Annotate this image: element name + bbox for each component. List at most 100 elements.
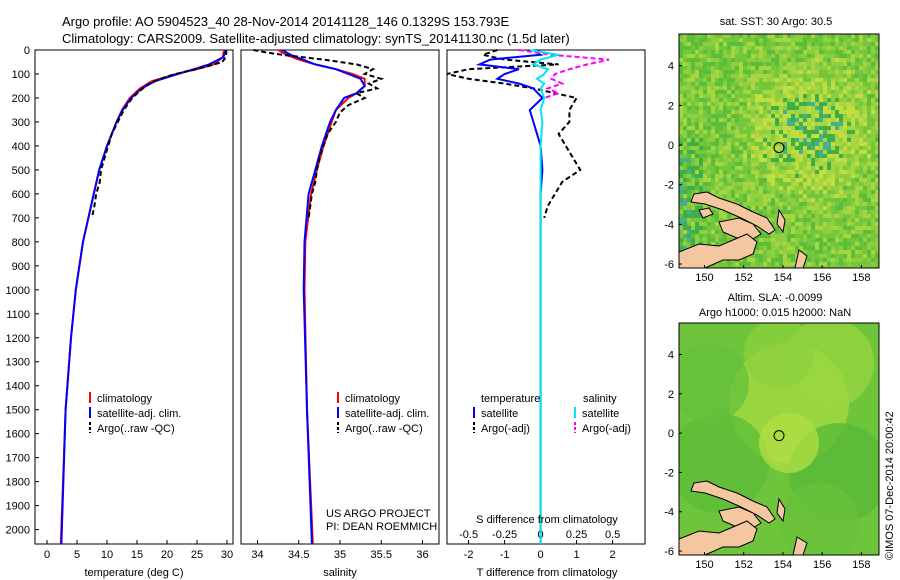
- sst-cell: [727, 142, 731, 146]
- sst-cell: [771, 238, 775, 242]
- sst-cell: [711, 166, 715, 170]
- sst-cell: [775, 82, 779, 86]
- sst-cell: [819, 254, 823, 258]
- sst-cell: [695, 242, 699, 246]
- sst-cell: [779, 230, 783, 234]
- argo-location-marker: [773, 142, 785, 154]
- y-tick-label: 500: [12, 165, 30, 177]
- sst-cell: [695, 210, 699, 214]
- sst-cell: [727, 122, 731, 126]
- sst-cell: [851, 234, 855, 238]
- sst-cell: [743, 86, 747, 90]
- sst-cell: [707, 130, 711, 134]
- x-tick-label: 15: [131, 549, 143, 561]
- sst-cell: [703, 126, 707, 130]
- sst-cell: [719, 210, 723, 214]
- sst-cell: [755, 110, 759, 114]
- sst-cell: [799, 222, 803, 226]
- sst-cell: [843, 130, 847, 134]
- sst-cell: [679, 166, 683, 170]
- sst-cell: [771, 62, 775, 66]
- sst-cell: [715, 186, 719, 190]
- sst-cell: [843, 210, 847, 214]
- sst-cell: [747, 182, 751, 186]
- sst-cell: [727, 38, 731, 42]
- sst-cell: [851, 58, 855, 62]
- sst-cell: [847, 166, 851, 170]
- sla-map-title-line1: Altim. SLA: -0.0099: [728, 292, 823, 304]
- sst-cell: [783, 190, 787, 194]
- sst-cell: [783, 46, 787, 50]
- sst-cell: [743, 178, 747, 182]
- sst-cell: [827, 158, 831, 162]
- sst-cell: [871, 242, 875, 246]
- sst-cell: [799, 86, 803, 90]
- sst-cell: [771, 138, 775, 142]
- sst-cell: [751, 178, 755, 182]
- sst-cell: [863, 186, 867, 190]
- sst-cell: [687, 230, 691, 234]
- sst-cell: [703, 110, 707, 114]
- sst-cell: [791, 166, 795, 170]
- sst-cell: [795, 206, 799, 210]
- sst-cell: [779, 86, 783, 90]
- sst-cell: [815, 214, 819, 218]
- sst-cell: [827, 46, 831, 50]
- sst-cell: [847, 46, 851, 50]
- sst-cell: [827, 138, 831, 142]
- sst-cell: [743, 54, 747, 58]
- x-tick-label: 2: [610, 549, 616, 561]
- sst-cell: [759, 90, 763, 94]
- sst-cell: [743, 46, 747, 50]
- sst-cell: [719, 62, 723, 66]
- sst-cell: [707, 102, 711, 106]
- sst-cell: [735, 34, 739, 38]
- sst-cell: [847, 70, 851, 74]
- sst-cell: [775, 246, 779, 250]
- sst-cell: [863, 254, 867, 258]
- sst-cell: [715, 126, 719, 130]
- sst-cell: [735, 150, 739, 154]
- sst-cell: [863, 110, 867, 114]
- sst-cell: [815, 226, 819, 230]
- sst-cell: [679, 70, 683, 74]
- sst-cell: [831, 138, 835, 142]
- sst-cell: [811, 238, 815, 242]
- sst-cell: [735, 170, 739, 174]
- sst-cell: [695, 142, 699, 146]
- sst-cell: [687, 170, 691, 174]
- argo-location-marker: [773, 430, 785, 442]
- sst-cell: [699, 74, 703, 78]
- sst-cell: [743, 102, 747, 106]
- sst-cell: [859, 214, 863, 218]
- sst-cell: [703, 158, 707, 162]
- sst-cell: [855, 70, 859, 74]
- sst-cell: [687, 182, 691, 186]
- sst-cell: [827, 202, 831, 206]
- sst-cell: [707, 50, 711, 54]
- sst-cell: [803, 238, 807, 242]
- sst-cell: [719, 214, 723, 218]
- sst-cell: [683, 170, 687, 174]
- sst-cell: [759, 102, 763, 106]
- sst-cell: [779, 134, 783, 138]
- sst-cell: [719, 230, 723, 234]
- sst-cell: [791, 230, 795, 234]
- sst-cell: [743, 94, 747, 98]
- sst-cell: [811, 250, 815, 254]
- sst-cell: [691, 118, 695, 122]
- t-satellite-line: [475, 49, 544, 544]
- sst-cell: [835, 178, 839, 182]
- sst-cell: [795, 230, 799, 234]
- sst-cell: [763, 162, 767, 166]
- sst-cell: [763, 194, 767, 198]
- sst-cell: [759, 234, 763, 238]
- sst-cell: [695, 182, 699, 186]
- sst-cell: [699, 86, 703, 90]
- sst-cell: [807, 66, 811, 70]
- sst-cell: [863, 250, 867, 254]
- sst-cell: [683, 130, 687, 134]
- sst-cell: [839, 202, 843, 206]
- sst-cell: [835, 234, 839, 238]
- sst-cell: [751, 202, 755, 206]
